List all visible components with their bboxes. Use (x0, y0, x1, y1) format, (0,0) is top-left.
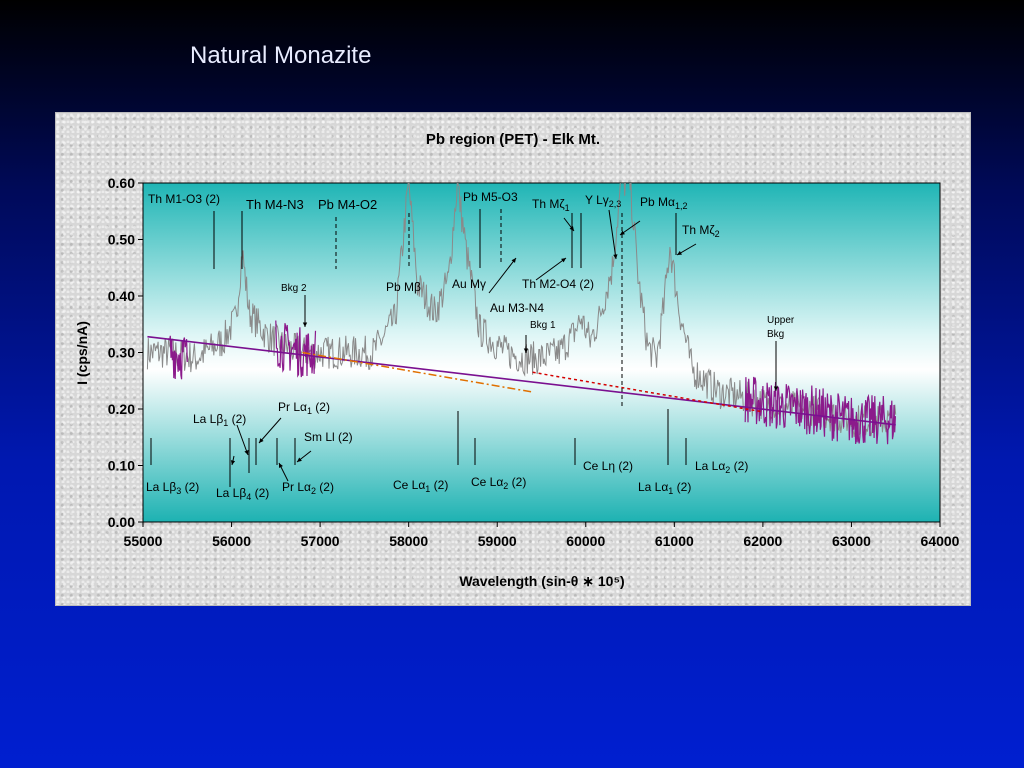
x-tick-label: 56000 (212, 533, 251, 549)
x-tick-label: 62000 (743, 533, 782, 549)
bkg-segment-3 (744, 376, 896, 445)
peak-label: Ce Lα1 (2) (393, 478, 448, 494)
y-tick-label: 0.60 (108, 175, 135, 191)
y-tick-label: 0.30 (108, 345, 135, 361)
y-tick-label: 0.50 (108, 232, 135, 248)
peak-label: La Lα2 (2) (695, 459, 748, 475)
peak-label: Au M3-N4 (490, 301, 544, 315)
arrow-head (302, 322, 308, 327)
peak-label: Bkg 2 (281, 283, 307, 294)
y-tick-label: 0.10 (108, 458, 135, 474)
bkg-segment-1 (169, 335, 188, 380)
arrow-line (236, 424, 249, 456)
arrow-head (561, 258, 566, 263)
peak-label: La Lβ3 (2) (146, 480, 199, 496)
peak-label: Th M2-O4 (2) (522, 277, 594, 291)
arrow-line (488, 257, 517, 294)
peak-label: Th Mζ2 (682, 223, 720, 239)
peak-label: Upper (767, 315, 795, 326)
background-fit-line (147, 335, 896, 426)
peak-label: La Lα1 (2) (638, 480, 691, 496)
arrow-line (608, 209, 617, 260)
peak-label: Y Lγ2,3 (585, 193, 621, 209)
bkg-dash-orange (302, 351, 533, 393)
x-tick-label: 57000 (301, 533, 340, 549)
arrow-head (523, 348, 529, 353)
x-tick-label: 63000 (832, 533, 871, 549)
peak-label: Bkg (767, 329, 784, 340)
x-tick-label: 60000 (566, 533, 605, 549)
bkg-dash-red (532, 371, 764, 413)
y-axis-label: I (cps/nA) (74, 321, 90, 385)
peak-label: Th M1-O3 (2) (148, 192, 220, 206)
arrow-head (613, 254, 618, 259)
peak-label: La Lβ1 (2) (193, 412, 246, 428)
slide-title: Natural Monazite (190, 42, 372, 69)
x-tick-label: 58000 (389, 533, 428, 549)
peak-label: Pb M5-O3 (463, 190, 518, 204)
bkg-segment-2 (275, 320, 317, 378)
x-tick-label: 64000 (921, 533, 960, 549)
arrow-head (259, 438, 264, 443)
y-tick-label: 0.00 (108, 514, 135, 530)
x-axis-label: Wavelength (sin-θ ∗ 10⁵) (459, 573, 624, 589)
arrow-head (279, 463, 283, 468)
spectrum-line (146, 183, 897, 438)
arrow-head (244, 450, 249, 455)
x-tick-label: 61000 (655, 533, 694, 549)
peak-label: Pr Lα2 (2) (282, 480, 334, 496)
peak-label: Pr Lα1 (2) (278, 400, 330, 416)
arrow-head (677, 250, 682, 255)
x-tick-label: 55000 (124, 533, 163, 549)
peak-label: Au Mγ (452, 277, 486, 291)
peak-label: Pb Mβ (386, 280, 421, 294)
chart-panel: Pb region (PET) - Elk Mt. Th M1-O3 (2) Th… (55, 112, 971, 606)
y-tick-label: 0.40 (108, 288, 135, 304)
arrow-head (569, 226, 574, 231)
arrow-head (297, 457, 302, 462)
arrow-head (511, 258, 516, 263)
peak-label: Th Mζ1 (532, 197, 570, 213)
x-tick-label: 59000 (478, 533, 517, 549)
peak-label: Pb Mα1,2 (640, 195, 687, 211)
peak-label: Ce Lη (2) (583, 459, 633, 473)
peak-label: Bkg 1 (530, 320, 556, 331)
chart-title: Pb region (PET) - Elk Mt. (426, 131, 600, 148)
peak-label: Pb M4-O2 (318, 197, 377, 212)
spectrum-chart: Pb region (PET) - Elk Mt. Th M1-O3 (2) Th… (74, 131, 960, 589)
peak-label: La Lβ4 (2) (216, 486, 269, 502)
arrow-head (230, 460, 236, 465)
arrow-line (535, 257, 567, 281)
arrow-line (258, 417, 282, 444)
arrow-head (620, 230, 625, 235)
peak-label: Sm Ll (2) (304, 430, 353, 444)
peak-label: Th M4-N3 (246, 197, 304, 212)
y-tick-label: 0.20 (108, 401, 135, 417)
arrow-head (773, 386, 779, 391)
peak-label: Ce Lα2 (2) (471, 475, 526, 491)
